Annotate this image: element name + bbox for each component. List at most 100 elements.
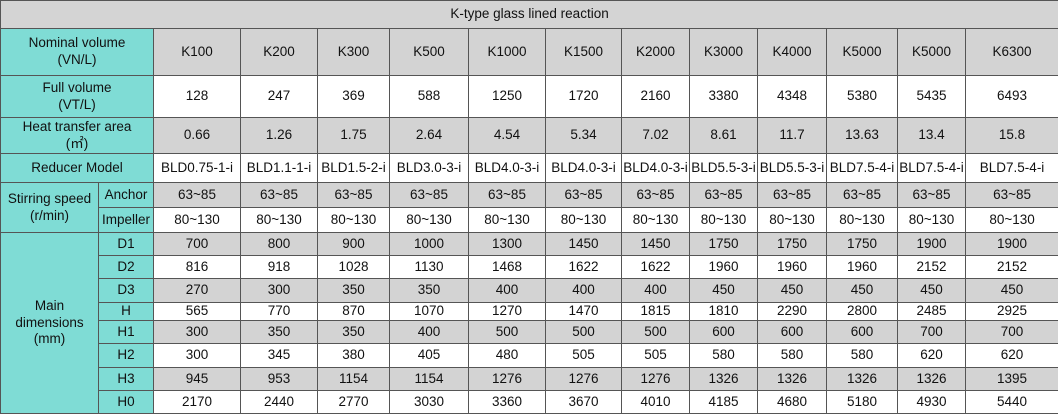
table-cell: BLD4.0-3-i — [468, 153, 546, 183]
table-cell: 80~130 — [757, 207, 827, 233]
table-cell: 80~130 — [826, 207, 898, 233]
sub-label-h: H — [98, 302, 154, 321]
table-cell: 350 — [317, 320, 390, 344]
table-cell: 1750 — [689, 232, 758, 256]
table-cell: 1750 — [826, 232, 898, 256]
table-cell: 1468 — [468, 255, 546, 279]
table-cell: 1750 — [757, 232, 827, 256]
table-cell: 600 — [826, 320, 898, 344]
table-cell: 369 — [317, 75, 390, 118]
table-cell: 300 — [153, 343, 241, 368]
table-cell: 4.54 — [468, 117, 546, 154]
label-line: (VT/L) — [58, 96, 96, 112]
table-cell: 1028 — [317, 255, 390, 279]
table-cell: 580 — [826, 343, 898, 368]
table-cell: 63~85 — [826, 182, 898, 208]
table-cell: 63~85 — [897, 182, 966, 208]
label-full-volume: Full volume (VT/L) — [0, 75, 154, 118]
table-cell: K3000 — [689, 28, 758, 76]
table-cell: 400 — [468, 278, 546, 303]
table-cell: 2290 — [757, 302, 827, 321]
label-line: Full volume — [42, 79, 112, 95]
table-cell: 80~130 — [240, 207, 318, 233]
table-cell: 1960 — [757, 255, 827, 279]
table-cell: 1154 — [389, 367, 469, 391]
table-cell: 63~85 — [389, 182, 469, 208]
table-cell: 247 — [240, 75, 318, 118]
table-cell: 8.61 — [689, 117, 758, 154]
table-cell: 500 — [621, 320, 690, 344]
table-cell: 1.75 — [317, 117, 390, 154]
sub-label-h2: H2 — [98, 343, 154, 368]
table-cell: 580 — [757, 343, 827, 368]
label-nominal-volume: Nominal volume (VN/L) — [0, 28, 154, 76]
table-cell: 620 — [897, 343, 966, 368]
table-cell: 13.63 — [826, 117, 898, 154]
table-cell: 5180 — [826, 390, 898, 414]
table-cell: BLD7.5-4-i — [826, 153, 898, 183]
table-cell: 700 — [964, 320, 1058, 344]
table-cell: 580 — [689, 343, 758, 368]
table-cell: 128 — [153, 75, 241, 118]
table-cell: 2440 — [240, 390, 318, 414]
label-line: (㎡) — [65, 135, 89, 151]
table-cell: 1130 — [389, 255, 469, 279]
table-cell: 480 — [468, 343, 546, 368]
table-cell: 2800 — [826, 302, 898, 321]
table-cell: 4680 — [757, 390, 827, 414]
table-cell: 1.26 — [240, 117, 318, 154]
table-cell: 1070 — [389, 302, 469, 321]
table-cell: 400 — [621, 278, 690, 303]
table-cell: 5380 — [826, 75, 898, 118]
table-cell: 770 — [240, 302, 318, 321]
label-line: Main — [34, 297, 65, 313]
table-cell: K2000 — [621, 28, 690, 76]
table-cell: 1960 — [826, 255, 898, 279]
table-cell: 700 — [897, 320, 966, 344]
table-cell: 1250 — [468, 75, 546, 118]
table-cell: 15.8 — [964, 117, 1058, 154]
table-cell: 500 — [468, 320, 546, 344]
sub-label-d3: D3 — [98, 278, 154, 303]
table-cell: 1300 — [468, 232, 546, 256]
table-cell: 816 — [153, 255, 241, 279]
table-cell: K200 — [240, 28, 318, 76]
table-cell: 1270 — [468, 302, 546, 321]
table-cell: 350 — [389, 278, 469, 303]
table-cell: 450 — [964, 278, 1058, 303]
table-cell: 1276 — [545, 367, 622, 391]
table-cell: 80~130 — [621, 207, 690, 233]
sub-label-d2: D2 — [98, 255, 154, 279]
label-stirring-speed: Stirring speed (r/min) — [0, 182, 99, 233]
table-cell: 450 — [689, 278, 758, 303]
table-cell: 505 — [545, 343, 622, 368]
table-cell: 63~85 — [317, 182, 390, 208]
table-cell: 2170 — [153, 390, 241, 414]
table-cell: 80~130 — [897, 207, 966, 233]
table-cell: 700 — [153, 232, 241, 256]
table-cell: 80~130 — [389, 207, 469, 233]
table-cell: 450 — [897, 278, 966, 303]
sub-label-h3: H3 — [98, 367, 154, 391]
table-cell: 1326 — [826, 367, 898, 391]
table-cell: K1000 — [468, 28, 546, 76]
table-cell: 80~130 — [317, 207, 390, 233]
table-cell: 350 — [317, 278, 390, 303]
table-cell: 80~130 — [964, 207, 1058, 233]
table-cell: BLD5.5-3-i — [757, 153, 827, 183]
table-cell: 450 — [826, 278, 898, 303]
table-cell: K5000 — [897, 28, 966, 76]
table-cell: 63~85 — [545, 182, 622, 208]
label-heat-transfer-area: Heat transfer area (㎡) — [0, 117, 154, 154]
table-cell: 1622 — [545, 255, 622, 279]
table-cell: BLD3.0-3-i — [389, 153, 469, 183]
table-cell: 300 — [240, 278, 318, 303]
table-cell: 1470 — [545, 302, 622, 321]
table-cell: BLD7.5-4-i — [964, 153, 1058, 183]
table-cell: 7.02 — [621, 117, 690, 154]
table-title: K-type glass lined reaction — [0, 0, 1058, 29]
table-cell: 6493 — [964, 75, 1058, 118]
table-cell: 380 — [317, 343, 390, 368]
table-cell: 63~85 — [468, 182, 546, 208]
table-cell: 63~85 — [757, 182, 827, 208]
